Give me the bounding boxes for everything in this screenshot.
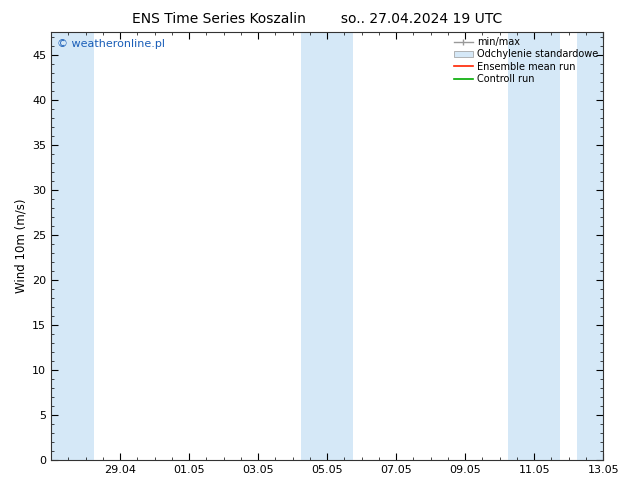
Bar [301, 32, 353, 460]
Bar [578, 32, 603, 460]
Bar [51, 32, 94, 460]
Y-axis label: Wind 10m (m/s): Wind 10m (m/s) [15, 199, 28, 294]
Legend: min/max, Odchylenie standardowe, Ensemble mean run, Controll run: min/max, Odchylenie standardowe, Ensembl… [452, 35, 600, 86]
Text: © weatheronline.pl: © weatheronline.pl [56, 39, 165, 49]
Bar [508, 32, 560, 460]
Text: ENS Time Series Koszalin        so.. 27.04.2024 19 UTC: ENS Time Series Koszalin so.. 27.04.2024… [132, 12, 502, 26]
